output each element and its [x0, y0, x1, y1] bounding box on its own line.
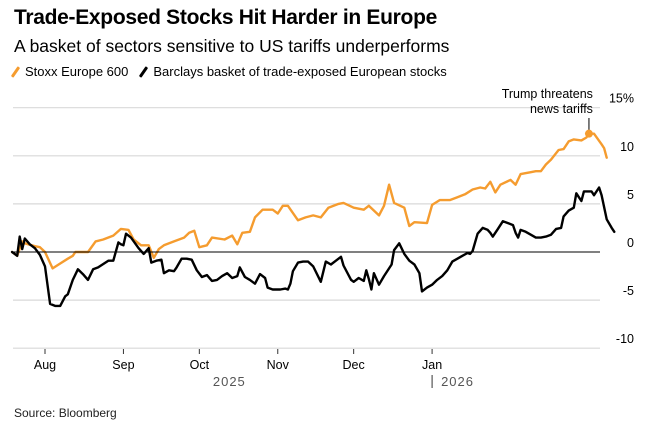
year-label: 2025 [213, 374, 246, 389]
y-tick-label: 15% [609, 92, 634, 106]
x-tick-label: Nov [267, 358, 290, 372]
y-tick-label: -5 [623, 284, 634, 298]
legend-label-stoxx: Stoxx Europe 600 [25, 64, 129, 79]
source-note: Source: Bloomberg [14, 406, 117, 420]
year-label: 2026 [441, 374, 474, 389]
x-tick-label: Dec [343, 358, 365, 372]
y-tick-label: 0 [627, 236, 634, 250]
x-tick-label: Oct [190, 358, 210, 372]
legend: Stoxx Europe 600 Barclays basket of trad… [10, 64, 447, 79]
x-tick-label: Jan [422, 358, 442, 372]
x-tick-label: Aug [34, 358, 56, 372]
chart-subtitle: A basket of sectors sensitive to US tari… [14, 36, 450, 56]
annotation-text: news tariffs [530, 102, 593, 116]
legend-label-barclays: Barclays basket of trade-exposed Europea… [153, 64, 447, 79]
series-line-stoxx [10, 132, 608, 270]
y-tick-label: 10 [620, 140, 634, 154]
y-tick-label: 5 [627, 188, 634, 202]
series-line-barclays [10, 186, 616, 308]
annotation-marker [584, 129, 593, 138]
x-tick-label: Sep [112, 358, 134, 372]
y-tick-label: -10 [616, 332, 634, 346]
legend-item-stoxx: Stoxx Europe 600 [10, 64, 129, 79]
legend-item-barclays: Barclays basket of trade-exposed Europea… [139, 64, 447, 79]
chart-title: Trade-Exposed Stocks Hit Harder in Europ… [14, 6, 437, 29]
annotation-text: Trump threatens [502, 87, 593, 101]
